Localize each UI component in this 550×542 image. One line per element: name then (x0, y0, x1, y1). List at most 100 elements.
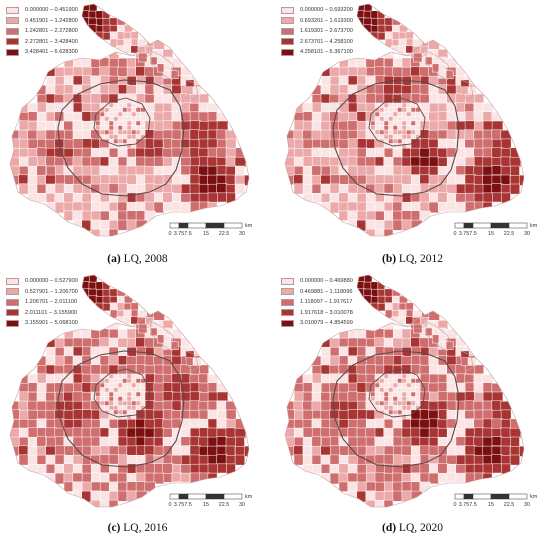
district-cell (113, 400, 119, 407)
district-cell (27, 409, 39, 420)
district-cell (302, 400, 313, 411)
district-cell (91, 201, 101, 212)
district-cell (365, 427, 376, 439)
district-cell (410, 436, 422, 447)
district-cell (117, 120, 124, 127)
district-cell (45, 382, 56, 393)
district-cell (171, 454, 182, 465)
district-cell (162, 102, 173, 113)
district-cell (374, 382, 381, 389)
district-cell (370, 125, 376, 131)
district-cell (72, 427, 83, 438)
district-cell (473, 364, 484, 375)
district-cell (153, 409, 164, 420)
district-cell (217, 463, 227, 474)
district-cell (401, 409, 408, 416)
boundary-outline (460, 79, 474, 101)
district-cell (113, 409, 119, 416)
district-cell (455, 193, 467, 204)
district-cell (401, 405, 408, 411)
district-cell (99, 111, 106, 118)
scale-tick-label: 7.5 (184, 502, 192, 508)
district-cell (419, 355, 430, 366)
district-cell (320, 174, 331, 185)
district-cell (131, 409, 137, 416)
district-cell (162, 156, 173, 168)
district-cell (406, 129, 412, 136)
district-cell (406, 405, 412, 411)
district-cell (117, 396, 124, 402)
district-cell (370, 120, 376, 127)
district-cell (135, 111, 142, 118)
legend-swatch (6, 17, 19, 25)
district-cell (104, 111, 110, 118)
district-cell (392, 373, 399, 380)
district-cell (90, 93, 102, 105)
district-cell (99, 337, 111, 348)
district-cell (392, 391, 399, 398)
boundary-outline (185, 79, 199, 101)
district-cell (311, 427, 322, 439)
district-cell (285, 148, 295, 159)
district-cell (388, 396, 394, 402)
scale-tick-label: 22.5 (219, 231, 230, 237)
district-cell (170, 70, 179, 79)
district-cell (140, 111, 146, 118)
district-cell (397, 125, 403, 131)
district-cell (81, 165, 93, 177)
district-cell (117, 405, 124, 411)
district-cell (122, 373, 128, 380)
district-cell (217, 192, 227, 203)
scale-tick-label: 22.5 (504, 231, 515, 237)
district-cell (347, 337, 359, 348)
district-cell (117, 138, 124, 145)
district-cell (397, 414, 403, 420)
district-cell (171, 382, 182, 394)
district-cell (437, 391, 449, 402)
district-cell (397, 116, 403, 122)
district-cell (399, 24, 408, 33)
district-cell (73, 57, 83, 68)
district-cell (392, 156, 403, 167)
scale-tick-label: 7.5 (469, 502, 477, 508)
district-cell (356, 337, 368, 348)
district-cell (117, 129, 124, 136)
legend-item: 4.258101 – 6.367100 (281, 47, 353, 58)
district-cell (117, 165, 128, 176)
district-cell (410, 66, 421, 77)
district-cell (302, 454, 314, 466)
district-cell (189, 454, 201, 466)
district-cell (388, 378, 394, 384)
district-cell (419, 337, 430, 348)
legend-label: 0.000000 – 0.451900 (25, 7, 78, 14)
district-cell (27, 193, 38, 203)
district-cell (198, 454, 209, 465)
district-cell (235, 436, 245, 448)
district-cell (54, 347, 65, 358)
scale-tick-label: 22.5 (219, 502, 230, 508)
district-cell (406, 116, 412, 122)
district-cell (72, 454, 84, 465)
district-cell (108, 400, 115, 407)
district-cell (388, 387, 394, 393)
district-cell (383, 102, 390, 109)
district-cell (464, 183, 476, 195)
district-cell (460, 86, 469, 95)
district-cell (491, 454, 503, 465)
district-cell (144, 66, 155, 77)
district-cell (154, 102, 164, 113)
scale-segment (472, 222, 492, 229)
district-cell (446, 472, 457, 483)
district-cell (415, 391, 421, 398)
district-cell (329, 373, 341, 384)
district-cell (366, 472, 376, 483)
legend-label: 4.258101 – 6.367100 (300, 49, 353, 56)
district-cell (388, 102, 394, 109)
legend-label: 0.469881 – 1.118096 (300, 288, 353, 295)
boundary-outline (185, 350, 199, 372)
district-cell (135, 66, 146, 77)
district-cell (122, 107, 128, 113)
district-cell (338, 364, 349, 375)
inner-ring-road (368, 97, 426, 147)
